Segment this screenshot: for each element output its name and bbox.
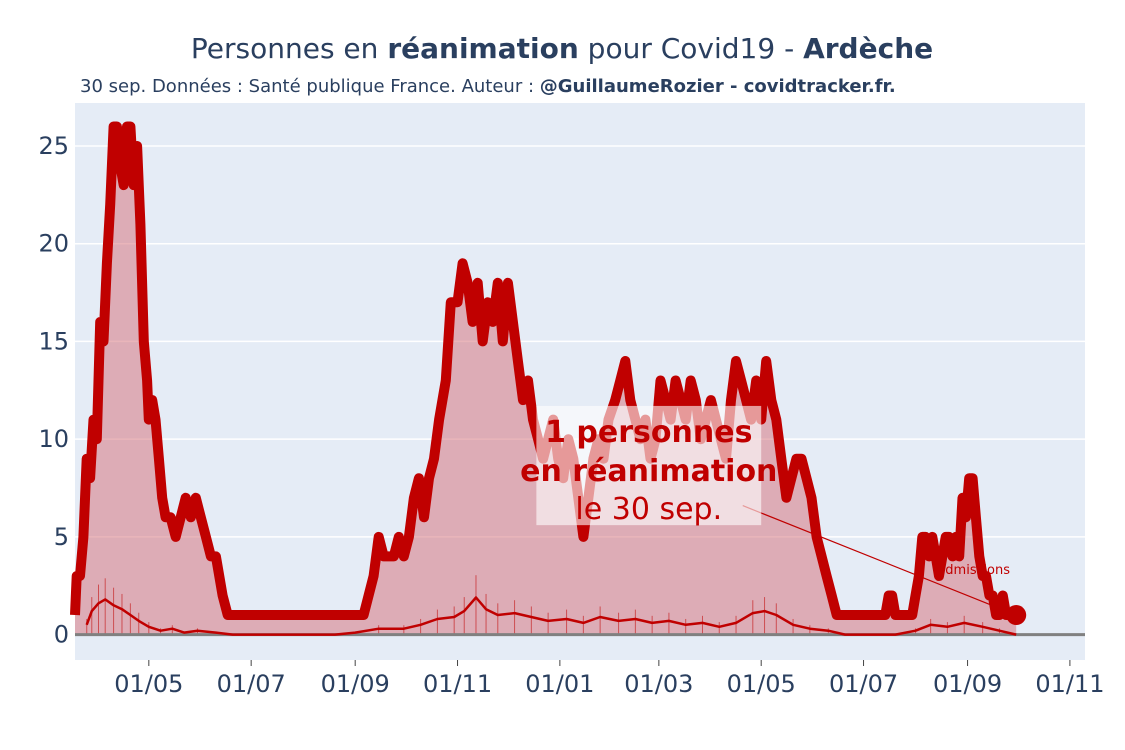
chart-title: Personnes en réanimation pour Covid19 - … <box>191 32 933 65</box>
annotation-line-2: en réanimation <box>520 454 777 489</box>
x-tick-label: 01/11 <box>423 670 492 698</box>
reanimation-line <box>70 121 1018 620</box>
x-tick-label: 01/07 <box>829 670 898 698</box>
y-tick-label: 0 <box>54 621 69 649</box>
reanimation-area <box>75 126 1017 635</box>
y-tick-label: 5 <box>54 523 69 551</box>
plot-area: 0 5 10 15 20 25 01/05 01/07 01/09 01/11 01/01 01/03… <box>38 103 1104 698</box>
x-tick-label: 01/09 <box>321 670 390 698</box>
y-tick-label: 10 <box>38 425 69 453</box>
annotation-line-3: le 30 sep. <box>575 492 722 527</box>
y-tick-label: 25 <box>38 132 69 160</box>
x-tick-label: 01/07 <box>217 670 286 698</box>
x-tick-label: 01/01 <box>525 670 594 698</box>
annotation-box <box>536 405 762 526</box>
x-tick-label: 01/09 <box>933 670 1002 698</box>
y-tick-label: 20 <box>38 230 69 258</box>
x-tick-label: 01/05 <box>114 670 183 698</box>
x-tick-label: 01/11 <box>1035 670 1104 698</box>
annotation-line-1: 1 personnes <box>545 415 752 450</box>
x-tick-label: 01/05 <box>727 670 796 698</box>
admissions-label: admissions <box>937 563 1010 578</box>
chart-subtitle: 30 sep. Données : Santé publique France.… <box>80 76 896 97</box>
annotation-arrow <box>742 505 1017 616</box>
y-tick-label: 15 <box>38 327 69 355</box>
admissions-line <box>85 596 1017 636</box>
x-tick-label: 01/03 <box>624 670 693 698</box>
